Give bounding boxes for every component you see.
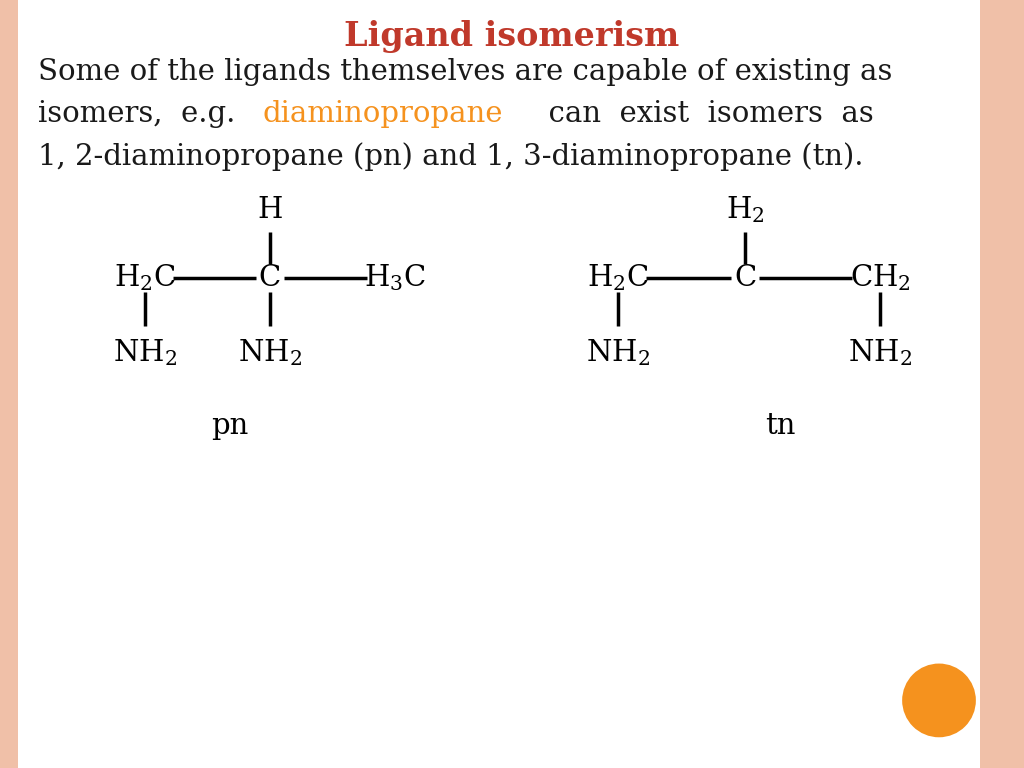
Text: $\mathregular{H_3C}$: $\mathregular{H_3C}$ [364, 263, 426, 293]
Text: can  exist  isomers  as: can exist isomers as [530, 100, 873, 128]
Text: tn: tn [765, 412, 796, 440]
Text: $\mathregular{H_2C}$: $\mathregular{H_2C}$ [587, 263, 649, 293]
Text: Ligand isomerism: Ligand isomerism [344, 20, 680, 53]
Text: $\mathregular{NH_2}$: $\mathregular{NH_2}$ [113, 338, 177, 369]
Text: C: C [259, 264, 282, 292]
Bar [0, 0, 18, 768]
Circle shape [902, 664, 976, 737]
Text: $\mathregular{H_2}$: $\mathregular{H_2}$ [726, 194, 764, 225]
Text: H: H [257, 196, 283, 224]
Text: $\mathregular{NH_2}$: $\mathregular{NH_2}$ [238, 338, 302, 369]
Text: $\mathregular{NH_2}$: $\mathregular{NH_2}$ [586, 338, 650, 369]
Text: $\mathregular{H_2C}$: $\mathregular{H_2C}$ [114, 263, 176, 293]
Text: $\mathregular{NH_2}$: $\mathregular{NH_2}$ [848, 338, 912, 369]
Text: isomers,  e.g.: isomers, e.g. [38, 100, 254, 128]
Text: Some of the ligands themselves are capable of existing as: Some of the ligands themselves are capab… [38, 58, 892, 86]
Text: $\mathregular{CH_2}$: $\mathregular{CH_2}$ [850, 263, 910, 293]
Text: diaminopropane: diaminopropane [262, 100, 503, 128]
Bar [980, 0, 1024, 768]
Text: C: C [734, 264, 756, 292]
Text: 1, 2-diaminopropane (pn) and 1, 3-diaminopropane (tn).: 1, 2-diaminopropane (pn) and 1, 3-diamin… [38, 142, 863, 170]
Text: pn: pn [211, 412, 249, 440]
